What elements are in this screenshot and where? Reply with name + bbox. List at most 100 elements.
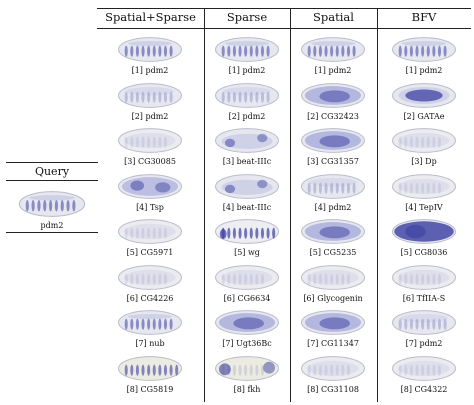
embryo-image	[118, 173, 182, 199]
result-label: [2] GATAe	[403, 111, 445, 121]
result-label: [5] CG8036	[400, 248, 448, 257]
result-label: [8] CG31108	[307, 384, 359, 394]
column-header-sparse: Sparse	[226, 10, 268, 24]
result-label: [6] CG6634	[223, 293, 271, 303]
embryo-image	[392, 264, 456, 290]
result-label: [4] TepIV	[405, 202, 443, 212]
embryo-image	[301, 82, 365, 108]
result-cell: [1] pdm2	[110, 35, 190, 76]
result-cell: [3] CG31357	[293, 126, 373, 167]
embryo-image	[118, 219, 182, 244]
embryo-image	[392, 37, 456, 62]
result-label: [8] CG5819	[126, 384, 174, 394]
embryo-image	[215, 355, 279, 381]
embryo-image	[118, 128, 182, 153]
embryo-image	[215, 173, 279, 199]
result-label: [3] CG31357	[307, 157, 359, 166]
embryo-image	[392, 82, 456, 108]
result-label: [4] beat-IIIc	[222, 202, 272, 212]
column-divider	[377, 8, 378, 402]
embryo-image	[392, 219, 456, 244]
embryo-image	[301, 219, 365, 244]
result-cell: [3] CG30085	[110, 126, 190, 167]
result-label: [5] CG5235	[309, 248, 357, 257]
column-header-spatial-sparse: Spatial+Sparse	[105, 10, 196, 24]
embryo-image	[301, 128, 365, 153]
result-cell: [5] CG5235	[293, 217, 373, 258]
result-label: [4] pdm2	[314, 202, 352, 212]
result-label: [2] pdm2	[131, 111, 169, 121]
result-cell: [2] pdm2	[207, 81, 287, 122]
embryo-image	[118, 82, 182, 108]
result-cell: [4] beat-IIIc	[207, 172, 287, 213]
result-label: [5] CG5971	[126, 248, 174, 257]
result-cell: [8] CG5819	[110, 354, 190, 395]
result-label: [5] wg	[234, 248, 260, 257]
result-cell: [4] TepIV	[384, 172, 464, 213]
result-label: [7] Ugt36Bc	[222, 339, 272, 348]
result-cell: [2] CG32423	[293, 81, 373, 122]
query-panel: Query pdm2	[6, 162, 98, 233]
result-label: [7] CG11347	[307, 339, 359, 348]
query-title: Query	[34, 165, 70, 178]
result-label: [1] pdm2	[314, 66, 352, 75]
query-rule-mid	[6, 180, 98, 181]
result-label: [6] CG4226	[126, 293, 174, 303]
result-label: [3] Dp	[411, 157, 437, 166]
result-cell: [5] wg	[207, 217, 287, 258]
result-label: [7] nub	[135, 339, 165, 348]
embryo-image	[215, 219, 279, 244]
embryo-image	[215, 128, 279, 153]
result-cell: [2] pdm2	[110, 81, 190, 122]
result-cell: [7] CG11347	[293, 308, 373, 349]
query-image-wrap	[6, 189, 98, 219]
result-cell: [3] beat-IIIc	[207, 126, 287, 167]
result-label: [3] CG30085	[124, 157, 176, 166]
query-rule-top	[6, 162, 98, 163]
result-cell: [1] pdm2	[384, 35, 464, 76]
embryo-image	[118, 355, 182, 381]
column-divider	[204, 8, 205, 402]
result-cell: [7] pdm2	[384, 308, 464, 349]
embryo-image	[215, 310, 279, 335]
result-label: [1] pdm2	[228, 66, 266, 75]
result-label: [4] Tsp	[136, 202, 164, 212]
result-cell: [1] pdm2	[293, 35, 373, 76]
embryo-image	[301, 37, 365, 62]
result-label: [2] CG32423	[307, 111, 359, 121]
result-cell: [3] Dp	[384, 126, 464, 167]
result-cell: [6] CG4226	[110, 263, 190, 304]
result-label: [2] pdm2	[228, 111, 266, 121]
result-label: [1] pdm2	[131, 66, 169, 75]
column-header-bfv: BFV	[411, 10, 437, 24]
result-cell: [4] Tsp	[110, 172, 190, 213]
result-label: [6] Glycogenin	[303, 293, 363, 303]
embryo-image	[392, 355, 456, 381]
query-rule-bottom	[6, 232, 98, 233]
result-cell: [4] pdm2	[293, 172, 373, 213]
column-header-spatial: Spatial	[313, 10, 354, 24]
embryo-image	[301, 264, 365, 290]
embryo-image	[301, 310, 365, 335]
result-cell: [1] pdm2	[207, 35, 287, 76]
result-cell: [6] Glycogenin	[293, 263, 373, 304]
result-cell: [5] CG5971	[110, 217, 190, 258]
result-cell: [2] GATAe	[384, 81, 464, 122]
result-label: [1] pdm2	[405, 66, 443, 75]
embryo-image	[392, 173, 456, 199]
result-label: [7] pdm2	[405, 339, 443, 348]
embryo-image	[392, 128, 456, 153]
result-cell: [8] fkh	[207, 354, 287, 395]
embryo-image	[215, 82, 279, 108]
result-label: [6] TfIIA-S	[402, 293, 446, 303]
embryo-image	[215, 37, 279, 62]
result-label: [3] beat-IIIc	[222, 157, 272, 166]
table-rule-top	[97, 8, 471, 9]
result-label: [8] fkh	[233, 384, 261, 394]
embryo-image	[118, 310, 182, 335]
embryo-image	[118, 37, 182, 62]
query-gene-label: pdm2	[40, 221, 64, 230]
result-label: [8] CG4322	[400, 384, 448, 394]
result-cell: [7] nub	[110, 308, 190, 349]
embryo-image	[118, 264, 182, 290]
